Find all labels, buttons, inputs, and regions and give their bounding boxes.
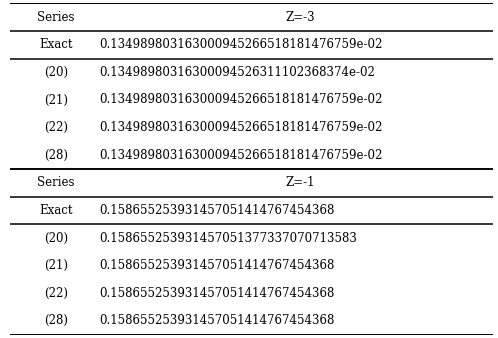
Text: 0.134989803163000945266518181476759e-02: 0.134989803163000945266518181476759e-02 (99, 121, 382, 134)
Text: (20): (20) (44, 232, 68, 244)
Text: (21): (21) (44, 259, 68, 272)
Text: 0.158655253931457051414767454368: 0.158655253931457051414767454368 (99, 314, 335, 327)
Text: Z=-3: Z=-3 (285, 11, 315, 24)
Text: 0.158655253931457051414767454368: 0.158655253931457051414767454368 (99, 204, 335, 217)
Text: (22): (22) (44, 121, 68, 134)
Text: 0.13498980316300094526311102368374e-02: 0.13498980316300094526311102368374e-02 (99, 66, 375, 79)
Text: (21): (21) (44, 94, 68, 106)
Text: (20): (20) (44, 66, 68, 79)
Text: (28): (28) (44, 314, 68, 327)
Text: 0.134989803163000945266518181476759e-02: 0.134989803163000945266518181476759e-02 (99, 94, 382, 106)
Text: Series: Series (37, 11, 75, 24)
Text: Exact: Exact (39, 38, 73, 51)
Text: Z=-1: Z=-1 (285, 176, 315, 189)
Text: Series: Series (37, 176, 75, 189)
Text: 0.158655253931457051414767454368: 0.158655253931457051414767454368 (99, 287, 335, 300)
Text: (28): (28) (44, 149, 68, 162)
Text: Exact: Exact (39, 204, 73, 217)
Text: 0.158655253931457051377337070713583: 0.158655253931457051377337070713583 (99, 232, 357, 244)
Text: 0.134989803163000945266518181476759e-02: 0.134989803163000945266518181476759e-02 (99, 149, 382, 162)
Text: 0.134989803163000945266518181476759e-02: 0.134989803163000945266518181476759e-02 (99, 38, 382, 51)
Text: (22): (22) (44, 287, 68, 300)
Text: 0.158655253931457051414767454368: 0.158655253931457051414767454368 (99, 259, 335, 272)
